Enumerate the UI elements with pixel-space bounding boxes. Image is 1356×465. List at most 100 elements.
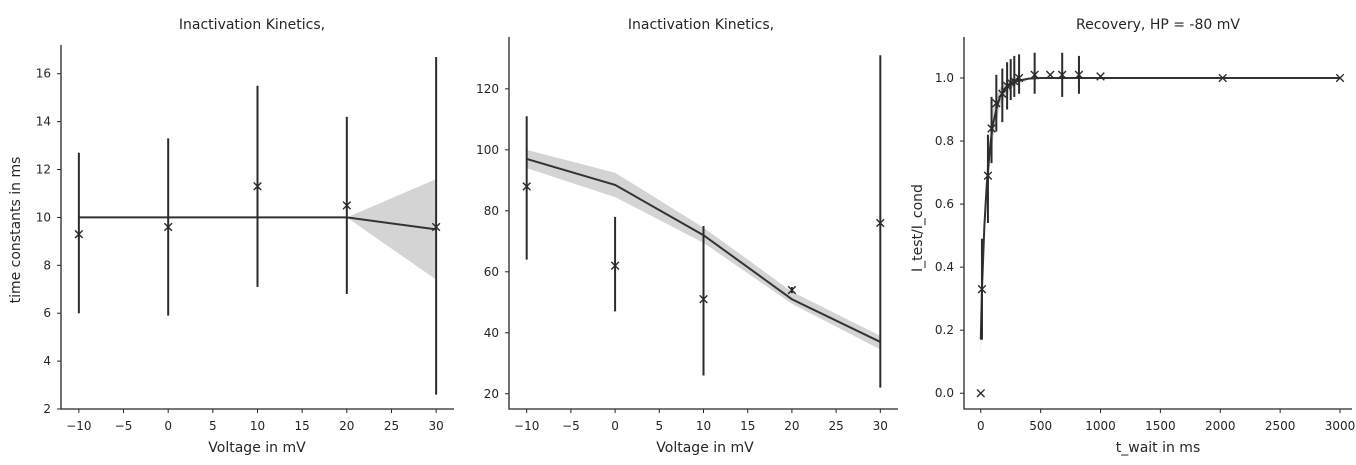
x-tick-label: 10 bbox=[250, 419, 265, 433]
data-point-marker bbox=[253, 181, 262, 191]
y-tick-label: 0.0 bbox=[935, 386, 954, 400]
x-tick-label: 20 bbox=[339, 419, 354, 433]
x-tick-label: 30 bbox=[873, 419, 888, 433]
x-tick-label: −5 bbox=[562, 419, 580, 433]
data-point-marker bbox=[1045, 70, 1055, 80]
data-point-marker bbox=[342, 201, 352, 210]
data-point-marker bbox=[1030, 70, 1039, 80]
data-point-marker bbox=[163, 222, 173, 232]
y-tick-label: 0.6 bbox=[935, 197, 954, 211]
x-tick-label: 0 bbox=[977, 419, 985, 433]
panel-inactivation-kinetics-left: Inactivation Kinetics, Voltage in mV tim… bbox=[8, 17, 454, 456]
marker-stroke bbox=[1010, 76, 1019, 86]
x-tick-label: 5 bbox=[655, 419, 663, 433]
y-tick-label: 120 bbox=[476, 82, 499, 96]
data-point-marker bbox=[522, 182, 531, 191]
y-tick-label: 1.0 bbox=[935, 71, 954, 85]
y-tick-label: 8 bbox=[43, 258, 51, 272]
y-tick-label: 40 bbox=[484, 326, 499, 340]
axes-spines bbox=[508, 37, 898, 410]
x-tick-label: 3000 bbox=[1325, 419, 1356, 433]
confidence-band bbox=[78, 179, 437, 280]
y-tick-label: 16 bbox=[36, 67, 51, 81]
y-tick-label: 14 bbox=[36, 115, 51, 129]
marker-stroke bbox=[74, 229, 84, 239]
y-axis-label: time constants in ms bbox=[8, 157, 24, 304]
y-tick-label: 12 bbox=[36, 163, 51, 177]
marker-stroke bbox=[992, 98, 1001, 108]
marker-stroke bbox=[876, 218, 885, 228]
marker-stroke bbox=[998, 89, 1007, 99]
marker-stroke bbox=[1057, 70, 1067, 80]
x-tick-label: 20 bbox=[784, 419, 799, 433]
data-point-marker bbox=[983, 171, 993, 181]
x-tick-label: 2500 bbox=[1265, 419, 1296, 433]
y-tick-label: 0.8 bbox=[935, 134, 954, 148]
y-tick-label: 0.2 bbox=[935, 323, 954, 337]
data-point-marker bbox=[74, 229, 84, 239]
marker-stroke bbox=[163, 222, 173, 232]
data-point-marker bbox=[1057, 70, 1067, 80]
marker-stroke bbox=[1074, 70, 1084, 80]
x-tick-label: 15 bbox=[740, 419, 755, 433]
y-tick-label: 80 bbox=[484, 204, 499, 218]
x-tick-label: 30 bbox=[428, 419, 443, 433]
fit-line bbox=[979, 76, 1341, 340]
marker-stroke bbox=[1096, 72, 1105, 81]
data-point-marker bbox=[876, 218, 885, 228]
marker-stroke bbox=[1335, 73, 1345, 83]
x-tick-label: 25 bbox=[384, 419, 399, 433]
x-axis-label: t_wait in ms bbox=[1116, 440, 1201, 456]
marker-stroke bbox=[1030, 70, 1039, 80]
marker-stroke bbox=[522, 182, 531, 191]
x-tick-label: −5 bbox=[115, 419, 133, 433]
marker-stroke bbox=[787, 285, 797, 295]
data-point-marker bbox=[1335, 73, 1345, 83]
marker-stroke bbox=[431, 222, 441, 232]
x-tick-label: −10 bbox=[66, 419, 91, 433]
x-tick-label: 10 bbox=[696, 419, 711, 433]
panel-recovery: Recovery, HP = -80 mV t_wait in ms I_tes… bbox=[910, 17, 1355, 456]
marker-stroke bbox=[1014, 73, 1024, 83]
chart-title: Inactivation Kinetics, bbox=[628, 17, 774, 33]
x-tick-label: 15 bbox=[295, 419, 310, 433]
x-tick-label: 0 bbox=[164, 419, 172, 433]
x-tick-label: 5 bbox=[209, 419, 217, 433]
x-tick-label: 25 bbox=[828, 419, 843, 433]
data-point-marker bbox=[1014, 73, 1024, 83]
y-tick-label: 20 bbox=[484, 387, 499, 401]
data-point-marker bbox=[992, 98, 1001, 108]
marker-stroke bbox=[977, 284, 987, 294]
data-point-marker bbox=[1218, 73, 1227, 83]
x-axis-label: Voltage in mV bbox=[208, 440, 306, 456]
marker-stroke bbox=[976, 388, 986, 398]
data-point-marker bbox=[610, 261, 620, 270]
marker-stroke bbox=[1218, 73, 1227, 83]
x-tick-label: 0 bbox=[611, 419, 619, 433]
marker-stroke bbox=[253, 181, 262, 191]
marker-stroke bbox=[610, 261, 620, 270]
marker-stroke bbox=[983, 171, 993, 181]
marker-stroke bbox=[342, 201, 352, 210]
data-point-marker bbox=[987, 124, 996, 133]
data-point-marker bbox=[787, 285, 797, 295]
x-axis-label: Voltage in mV bbox=[656, 440, 754, 456]
panel-inactivation-kinetics-middle: Inactivation Kinetics, Voltage in mV −10… bbox=[476, 17, 898, 456]
x-tick-label: 2000 bbox=[1205, 419, 1236, 433]
x-tick-label: 1500 bbox=[1145, 419, 1176, 433]
y-tick-label: 10 bbox=[36, 210, 51, 224]
data-point-marker bbox=[998, 89, 1007, 99]
data-point-marker bbox=[431, 222, 441, 232]
chart-title: Inactivation Kinetics, bbox=[179, 17, 325, 33]
marker-stroke bbox=[987, 124, 996, 133]
y-tick-label: 0.4 bbox=[935, 260, 954, 274]
marker-stroke bbox=[699, 294, 708, 304]
axes-spines bbox=[963, 37, 1352, 410]
y-tick-label: 6 bbox=[43, 306, 51, 320]
y-tick-label: 2 bbox=[43, 402, 51, 416]
data-point-marker bbox=[976, 388, 986, 398]
data-point-marker bbox=[699, 294, 708, 304]
y-tick-label: 60 bbox=[484, 265, 499, 279]
data-point-marker bbox=[1074, 70, 1084, 80]
